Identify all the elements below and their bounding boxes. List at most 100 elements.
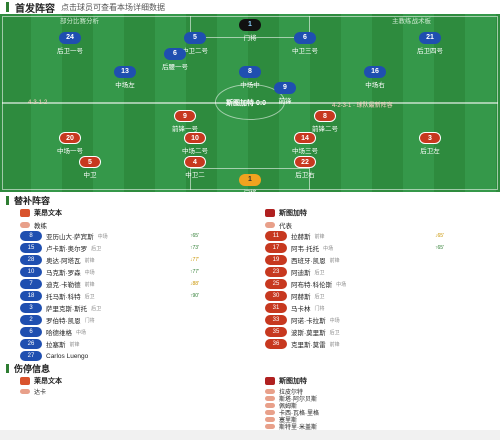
player-name: 拉塞斯 [46,342,66,349]
player-name: 后卫四号 [417,48,443,55]
center-circle [215,84,285,120]
player-name: 前锋二号 [312,126,338,133]
away-player[interactable]: 5 中卫 [55,156,125,179]
jersey-icon: 6 [20,327,42,337]
jersey-icon: 10 [20,267,42,277]
player-name: 亚历山大·萨宾斯 [46,234,94,241]
sub-player-row[interactable]: 7 迪克·卡勒德 前锋 ↓88' [20,278,199,290]
jersey-icon: 33 [265,315,287,325]
injury-row[interactable]: 佩姆斯 [265,402,297,410]
away-player[interactable]: 20 中场一号 [35,132,105,155]
sub-player-row[interactable]: 15 卢卡斯·奥尔罗 后卫 ↑73' [20,242,199,254]
accent-bar [6,363,9,373]
jersey-icon: 35 [265,327,287,337]
top-penalty-box [190,16,310,38]
sub-player-row[interactable]: 18 托马斯·科特 后卫 ↑90' [20,290,199,302]
match-score: 斯图加特 0:0 [226,100,267,107]
injury-row[interactable]: 斯特里·米盖斯 [265,423,317,431]
player-position: 前锋 [84,281,95,288]
away-player[interactable]: 3 后卫左 [395,132,465,155]
coach-name: 代表 [279,222,292,230]
sub-player-row[interactable]: 35 波斯·莫里斯 后卫 [265,326,340,338]
injured-player-name: 达卡 [34,390,47,396]
home-player[interactable]: 6 后腰一号 [140,48,210,71]
sub-player-row[interactable]: 6 哈德维格 中场 [20,326,86,338]
sub-player-row[interactable]: 8 亚历山大·萨宾斯 中场 ↑65' [20,230,199,242]
player-name: 中场一号 [57,148,83,155]
player-name: 中场三号 [292,148,318,155]
player-position: 前锋 [329,341,340,348]
football-pitch: 部分比赛分析 主教练战术板 4-3-1-2 斯图加特 0:0 4-2-3-1 ·… [0,14,500,192]
sub-time-badge: ↑65' [435,245,445,251]
sub-player-row[interactable]: 19 西班牙·凯恩 前锋 [265,254,340,266]
sub-player-row[interactable]: 36 克里斯·莫雷 前锋 [265,338,340,350]
injury-row[interactable]: 斯塔·阿尔贝斯 [265,395,317,403]
player-name: 后卫右 [295,172,315,179]
injured-player-name: 拉皮尔特 [279,390,304,396]
player-position: 后卫 [314,269,325,276]
away-player[interactable]: 10 中场二号 [160,132,230,155]
home-player[interactable]: 8 中场中 [215,66,285,89]
sub-time-badge: ↓77' [190,257,200,263]
player-name: 中场左 [115,82,135,89]
sub-player-row[interactable]: 23 阿迪斯 后卫 [265,266,325,278]
sub-player-row[interactable]: 27 Carlos Luengo [20,350,92,362]
home-player[interactable]: 6 中卫三号 [270,32,340,55]
jersey-icon: 15 [20,243,42,253]
left-formation-note: 4-3-1-2 [28,100,48,106]
away-player[interactable]: 8 前锋二号 [290,110,360,133]
jersey-icon: 7 [20,279,42,289]
sub-player-row[interactable]: 17 阿韦·托托 中场 ↑65' [265,242,444,254]
home-player[interactable]: 24 后卫一号 [35,32,105,55]
sub-player-row[interactable]: 10 马克斯·罗森 中场 ↑77' [20,266,199,278]
player-name: 卢卡斯·奥尔罗 [46,246,88,253]
injury-row[interactable]: 塞里斯 [265,416,297,424]
jersey-icon: 10 [184,132,206,144]
sub-player-row[interactable]: 3 萨里克斯·斯托 后卫 [20,302,101,314]
jersey-icon: 28 [20,255,42,265]
injury-row[interactable]: 拉皮尔特 [265,388,304,396]
away-player[interactable]: 14 中场三号 [270,132,340,155]
home-player[interactable]: 9 前锋 [250,82,320,105]
player-name: 中场二号 [182,148,208,155]
sub-player-row[interactable]: 33 阿诺·卡拉斯 中场 [265,314,340,326]
player-position: 前锋 [84,257,95,264]
away-player-gk[interactable]: 1 门将 [215,174,285,192]
sub-player-row[interactable]: 30 阿赫斯 后卫 [265,290,325,302]
coach-name: 教练 [34,222,47,230]
team-name: 斯图加特 [279,378,307,385]
player-position: 后卫 [91,305,102,312]
jersey-icon: 8 [314,110,336,122]
injury-row[interactable]: 卡西·瓦格·里格 [265,409,319,417]
sub-player-row[interactable]: 25 阿布特·科伦斯 中场 [265,278,346,290]
player-position: 后卫 [91,245,102,252]
sub-player-row[interactable]: 2 罗伯特·凯恩 门将 [20,314,95,326]
away-player[interactable]: 4 中卫二 [160,156,230,179]
away-player[interactable]: 9 前锋一号 [150,110,220,133]
injury-title-text: 伤停信息 [14,363,51,374]
jersey-icon: 26 [20,339,42,349]
sub-player-row[interactable]: 11 拉赫斯 前锋 ↓65' [265,230,444,242]
player-name: 马克斯·罗森 [46,270,81,277]
jersey-icon: 27 [20,351,42,361]
player-position: 后卫 [314,293,325,300]
away-player[interactable]: 22 后卫右 [270,156,340,179]
jersey-icon: 3 [20,303,42,313]
home-player[interactable]: 5 中卫二号 [160,32,230,55]
jersey-icon: 36 [265,339,287,349]
sub-player-row[interactable]: 31 马卡林 门将 [265,302,325,314]
jersey-icon: 11 [265,231,287,241]
home-player[interactable]: 13 中场左 [90,66,160,89]
sub-player-row[interactable]: 28 奥达·阿塔瓦 前锋 ↓77' [20,254,199,266]
player-position: 中场 [336,281,347,288]
jersey-icon: 25 [265,279,287,289]
sub-player-row[interactable]: 26 拉塞斯 前锋 [20,338,80,350]
home-player-gk[interactable]: 1 门将 [215,19,285,42]
player-position: 前锋 [314,233,325,240]
jersey-icon: 20 [59,132,81,144]
player-name: 萨里克斯·斯托 [46,306,88,313]
home-player[interactable]: 16 中场右 [340,66,410,89]
home-player[interactable]: 21 后卫四号 [395,32,465,55]
jersey-icon: 1 [239,174,261,186]
injury-row[interactable]: 达卡 [20,388,47,396]
